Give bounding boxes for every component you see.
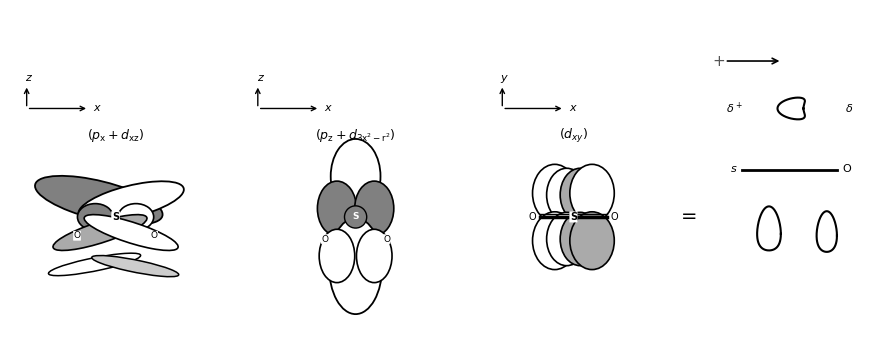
Text: +: + [712, 54, 725, 68]
Text: S: S [112, 212, 119, 222]
Text: x: x [93, 103, 100, 114]
Ellipse shape [317, 181, 356, 236]
Text: O: O [150, 231, 157, 240]
Text: O: O [383, 235, 390, 243]
Ellipse shape [345, 206, 367, 228]
Text: $(p_\mathrm{x} + d_\mathrm{xz})$: $(p_\mathrm{x} + d_\mathrm{xz})$ [87, 127, 144, 144]
Ellipse shape [319, 229, 355, 283]
Ellipse shape [570, 212, 614, 270]
Ellipse shape [547, 212, 587, 266]
Text: x: x [569, 103, 575, 114]
Ellipse shape [355, 181, 394, 236]
Ellipse shape [560, 168, 600, 222]
Ellipse shape [49, 253, 140, 276]
Text: $(p_\mathrm{z} + d_{3\mathrm{x}^2-\mathrm{r}^2})$: $(p_\mathrm{z} + d_{3\mathrm{x}^2-\mathr… [316, 127, 396, 144]
Ellipse shape [331, 139, 380, 214]
Text: x: x [324, 103, 331, 114]
Text: z: z [26, 73, 31, 83]
Text: O: O [74, 231, 81, 240]
Text: s: s [731, 164, 736, 175]
Text: O: O [611, 212, 618, 222]
Text: $(d_{xy})$: $(d_{xy})$ [559, 126, 588, 145]
Ellipse shape [118, 204, 154, 230]
Ellipse shape [570, 164, 614, 222]
Text: O: O [321, 235, 328, 243]
Text: O: O [529, 212, 536, 222]
Text: y: y [501, 73, 508, 83]
Ellipse shape [35, 176, 163, 224]
Text: S: S [570, 212, 577, 222]
Ellipse shape [329, 218, 382, 314]
Ellipse shape [78, 181, 184, 221]
Ellipse shape [560, 212, 600, 266]
Text: $\delta$: $\delta$ [845, 102, 853, 115]
Ellipse shape [77, 204, 113, 230]
Ellipse shape [533, 164, 577, 222]
Text: z: z [257, 73, 262, 83]
Ellipse shape [84, 215, 178, 251]
Text: $\delta^+$: $\delta^+$ [726, 101, 742, 116]
Ellipse shape [533, 212, 577, 270]
Ellipse shape [547, 168, 587, 222]
Text: =: = [681, 207, 697, 226]
Text: O: O [842, 164, 851, 175]
Ellipse shape [53, 215, 147, 251]
Ellipse shape [356, 229, 392, 283]
Ellipse shape [92, 256, 179, 277]
Text: S: S [352, 213, 359, 221]
